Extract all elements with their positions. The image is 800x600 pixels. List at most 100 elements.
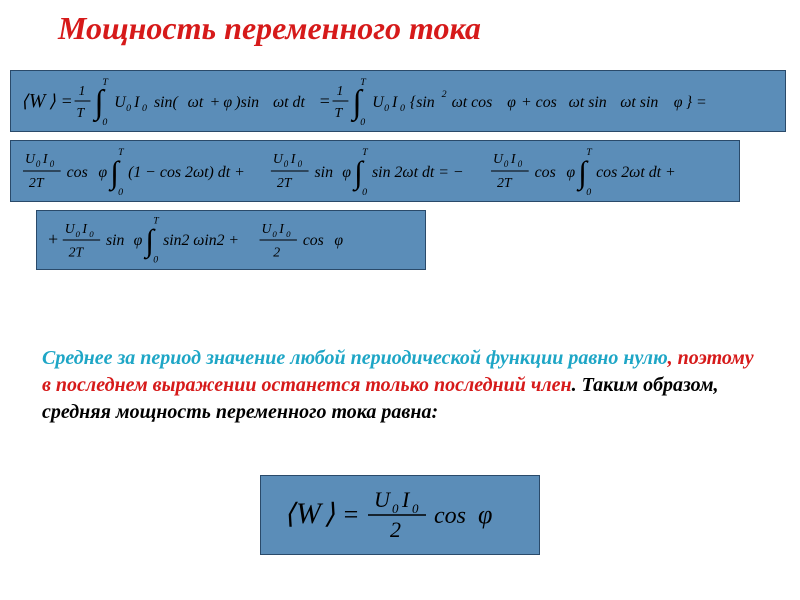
equation-final: ⟨ W ⟩ = U0 I0 2 cos φ [260,475,540,555]
svg-text:+: + [47,229,59,249]
svg-text:U: U [25,152,36,167]
svg-text:)sin: )sin [234,94,259,111]
svg-text:0: 0 [392,501,399,516]
svg-text:U: U [65,221,76,236]
svg-text:T: T [360,77,367,88]
svg-text:I: I [391,94,398,111]
svg-text:ωt sin: ωt sin [620,94,658,111]
svg-text:φ: φ [674,94,683,111]
svg-text:2T: 2T [29,176,45,191]
svg-text:φ: φ [566,164,575,181]
svg-text:0: 0 [384,103,389,114]
svg-text:0: 0 [36,159,41,169]
svg-text:0: 0 [400,103,405,114]
svg-text:⟩: ⟩ [49,91,56,111]
svg-text:U: U [493,152,504,167]
svg-text:T: T [118,147,125,158]
svg-text:1: 1 [79,84,86,99]
svg-text:cos: cos [303,232,324,249]
svg-text:sin2 ωin2 +: sin2 ωin2 + [163,232,239,249]
svg-text:0: 0 [286,229,291,239]
svg-text:U: U [262,221,273,236]
svg-text:} =: } = [686,94,707,111]
svg-text:0: 0 [360,117,365,128]
svg-text:=: = [319,91,331,111]
svg-text:W: W [296,497,324,530]
equation-line-2: U0 I0 2T cos φ ∫ T 0 (1 − cos 2ωt) dt + … [10,140,740,202]
para-seg-blue: Среднее за период значение любой периоди… [42,347,668,369]
svg-text:φ: φ [478,500,492,529]
eq-final-svg: ⟨ W ⟩ = U0 I0 2 cos φ [280,483,520,547]
svg-text:0: 0 [76,229,81,239]
svg-text:sin 2ωt dt = −: sin 2ωt dt = − [372,164,464,181]
svg-text:2T: 2T [277,176,293,191]
svg-text:sin: sin [106,232,124,249]
svg-text:(1 − cos 2ωt) dt +: (1 − cos 2ωt) dt + [128,164,245,181]
para-sep2: . [572,374,582,396]
svg-text:2: 2 [390,517,401,542]
svg-text:0: 0 [50,159,55,169]
svg-text:1: 1 [336,84,343,99]
page-title: Мощность переменного тока [58,10,481,47]
svg-text:φ: φ [134,232,143,249]
svg-text:U: U [374,487,392,512]
svg-text:W: W [29,90,48,112]
svg-text:0: 0 [284,159,289,169]
svg-text:φ: φ [507,94,516,111]
svg-text:+: + [210,94,221,111]
svg-text:0: 0 [89,229,94,239]
svg-text:sin: sin [315,164,334,181]
svg-text:φ: φ [223,94,232,111]
svg-text:sin(: sin( [154,94,180,111]
svg-text:T: T [335,106,344,121]
svg-text:I: I [81,221,88,236]
svg-text:T: T [102,77,109,88]
equation-line-3: + U0 I0 2T sin φ ∫ T 0 sin2 ωin2 + U0 I0… [36,210,426,270]
svg-text:φ: φ [342,164,351,181]
svg-text:0: 0 [586,187,591,198]
svg-text:cos: cos [67,164,88,181]
svg-text:=: = [342,500,360,529]
svg-text:0: 0 [518,159,523,169]
eq2-svg: U0 I0 2T cos φ ∫ T 0 (1 − cos 2ωt) dt + … [21,143,729,199]
svg-text:T: T [362,147,369,158]
svg-text:{sin: {sin [410,94,435,111]
svg-text:I: I [42,152,49,167]
eq3-svg: + U0 I0 2T sin φ ∫ T 0 sin2 ωin2 + U0 I0… [47,213,415,267]
svg-text:0: 0 [362,187,367,198]
svg-text:T: T [153,215,160,226]
svg-text:ωt dt: ωt dt [273,94,305,111]
svg-text:ωt sin: ωt sin [569,94,607,111]
svg-text:=: = [61,91,73,111]
svg-text:⟩: ⟩ [324,499,335,530]
svg-text:cos: cos [535,164,556,181]
svg-text:0: 0 [272,229,277,239]
svg-text:I: I [278,221,285,236]
svg-text:I: I [510,152,517,167]
svg-text:ωt cos: ωt cos [452,94,493,111]
svg-text:0: 0 [142,103,147,114]
svg-text:I: I [290,152,297,167]
svg-text:0: 0 [298,159,303,169]
svg-text:0: 0 [102,117,107,128]
svg-text:cos: cos [434,503,466,529]
svg-text:0: 0 [504,159,509,169]
equation-line-1: ⟨ W ⟩ = 1 T ∫ T 0 U0 I0 sin( ωt + φ )sin… [10,70,786,132]
svg-text:ωt: ωt [188,94,204,111]
svg-text:0: 0 [153,255,158,266]
explanation-paragraph: Среднее за период значение любой периоди… [42,345,762,426]
svg-text:φ: φ [334,232,343,249]
svg-text:I: I [401,487,411,512]
svg-text:U: U [273,152,284,167]
svg-text:+ cos: + cos [521,94,557,111]
svg-text:2T: 2T [497,176,513,191]
para-sep1: , [668,347,678,369]
eq1-svg: ⟨ W ⟩ = 1 T ∫ T 0 U0 I0 sin( ωt + φ )sin… [21,73,775,129]
svg-text:φ: φ [98,164,107,181]
svg-text:T: T [77,106,86,121]
svg-text:I: I [133,94,140,111]
svg-text:0: 0 [412,501,419,516]
svg-text:2T: 2T [69,245,85,260]
svg-text:cos 2ωt dt +: cos 2ωt dt + [596,164,676,181]
svg-text:2: 2 [273,245,280,260]
